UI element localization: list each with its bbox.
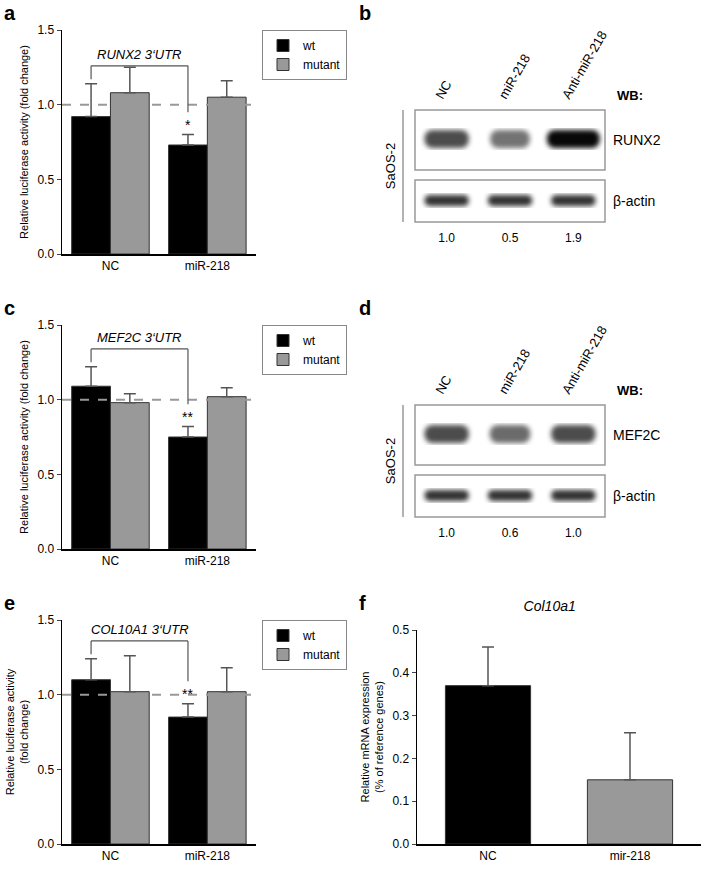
html-text:d: d	[359, 297, 372, 319]
svg-text:mutant: mutant	[303, 58, 340, 72]
svg-text:β-actin: β-actin	[613, 488, 655, 504]
svg-text:*: *	[185, 117, 191, 133]
svg-text:RUNX2: RUNX2	[613, 132, 661, 148]
svg-text:0.0: 0.0	[392, 837, 409, 851]
svg-text:WB:: WB:	[617, 88, 643, 103]
svg-text:β-actin: β-actin	[613, 193, 655, 209]
svg-text:1.0: 1.0	[37, 688, 54, 702]
svg-text:NC: NC	[479, 849, 497, 863]
svg-text:miR-218: miR-218	[496, 51, 534, 101]
html-text:b: b	[359, 2, 372, 24]
svg-text:Relative luciferase activity(f: Relative luciferase activity(fold change…	[4, 668, 30, 795]
svg-text:mutant: mutant	[303, 353, 340, 367]
svg-text:NC: NC	[432, 78, 454, 102]
svg-text:mutant: mutant	[303, 648, 340, 662]
svg-text:1.5: 1.5	[37, 613, 54, 627]
svg-text:NC: NC	[102, 849, 120, 863]
html-text:e: e	[4, 592, 16, 614]
svg-text:1.0: 1.0	[37, 393, 54, 407]
svg-text:RUNX2 3‘UTR: RUNX2 3‘UTR	[97, 47, 182, 62]
svg-text:miR-218: miR-218	[185, 259, 231, 273]
svg-text:Col10a1: Col10a1	[524, 598, 576, 614]
svg-text:miR-218: miR-218	[185, 849, 231, 863]
svg-text:**: **	[182, 409, 193, 425]
svg-text:WB:: WB:	[617, 383, 643, 398]
html-text:f: f	[359, 592, 366, 614]
svg-text:wt: wt	[302, 39, 316, 53]
svg-text:1.9: 1.9	[565, 231, 582, 245]
svg-text:1.0: 1.0	[438, 231, 455, 245]
svg-text:0.5: 0.5	[37, 468, 54, 482]
svg-text:miR-218: miR-218	[185, 554, 231, 568]
svg-text:0.5: 0.5	[392, 623, 409, 637]
html-text:c: c	[4, 297, 16, 319]
svg-text:Anti-miR-218: Anti-miR-218	[559, 323, 610, 396]
svg-text:0.5: 0.5	[37, 763, 54, 777]
svg-text:Relative luciferase activity (: Relative luciferase activity (fold chang…	[18, 45, 30, 239]
svg-text:NC: NC	[102, 259, 120, 273]
svg-text:0.0: 0.0	[37, 542, 54, 556]
svg-text:wt: wt	[302, 629, 316, 643]
svg-text:1.0: 1.0	[565, 526, 582, 540]
svg-text:0.1: 0.1	[392, 794, 409, 808]
html-text:a: a	[4, 2, 16, 24]
svg-text:mir-218: mir-218	[610, 849, 651, 863]
svg-text:1.5: 1.5	[37, 318, 54, 332]
svg-text:**: **	[182, 686, 193, 702]
svg-text:SaOS-2: SaOS-2	[383, 143, 398, 189]
svg-text:0.0: 0.0	[37, 837, 54, 851]
svg-text:MEF2C: MEF2C	[613, 427, 660, 443]
svg-text:0.5: 0.5	[37, 173, 54, 187]
svg-text:0.6: 0.6	[502, 526, 519, 540]
svg-text:0.5: 0.5	[502, 231, 519, 245]
svg-text:1.5: 1.5	[37, 23, 54, 37]
svg-text:1.0: 1.0	[37, 98, 54, 112]
svg-text:NC: NC	[102, 554, 120, 568]
svg-text:Anti-miR-218: Anti-miR-218	[559, 28, 610, 101]
svg-text:wt: wt	[302, 334, 316, 348]
svg-text:0.3: 0.3	[392, 709, 409, 723]
svg-text:MEF2C 3‘UTR: MEF2C 3‘UTR	[97, 330, 182, 345]
svg-text:Relative luciferase activity (: Relative luciferase activity (fold chang…	[18, 340, 30, 534]
svg-text:0.0: 0.0	[37, 247, 54, 261]
svg-text:miR-218: miR-218	[496, 346, 534, 396]
svg-text:SaOS-2: SaOS-2	[383, 438, 398, 484]
svg-text:COL10A1 3‘UTR: COL10A1 3‘UTR	[91, 622, 189, 637]
svg-text:NC: NC	[432, 373, 454, 397]
svg-text:1.0: 1.0	[438, 526, 455, 540]
svg-text:Relative mRNA expression(% of: Relative mRNA expression(% of reference …	[359, 672, 385, 803]
svg-text:0.4: 0.4	[392, 666, 409, 680]
svg-text:0.2: 0.2	[392, 752, 409, 766]
